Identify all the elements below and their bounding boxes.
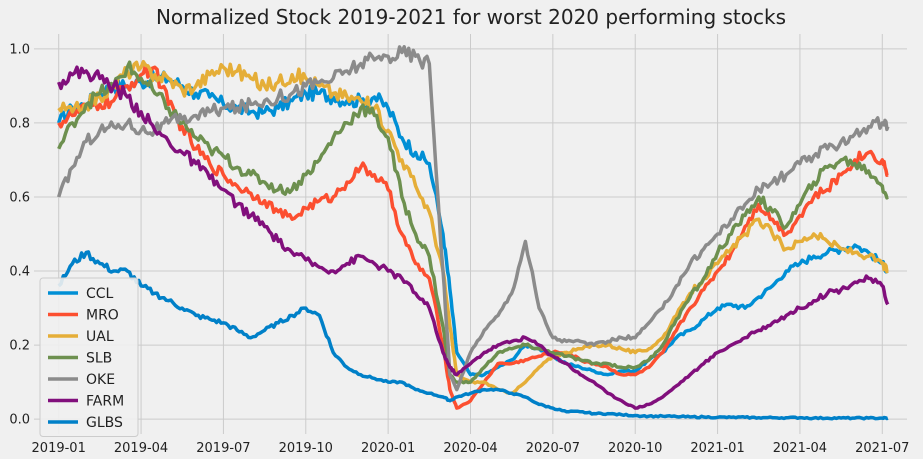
x-tick-label: 2020-07: [526, 441, 580, 456]
x-tick-label: 2021-01: [690, 441, 744, 456]
series-lines: [57, 45, 890, 421]
series-line-mro: [57, 63, 889, 410]
legend-box: [39, 277, 139, 437]
x-tick-label: 2020-10: [608, 441, 662, 456]
series-line-glbs: [57, 250, 889, 421]
series-line-oke: [57, 45, 890, 392]
x-tick-label: 2021-07: [855, 441, 909, 456]
series-line-farm: [57, 65, 890, 410]
x-tick-label: 2019-07: [196, 441, 250, 456]
y-tick-label: 0.2: [9, 339, 30, 354]
x-tick-label: 2020-01: [361, 441, 415, 456]
y-tick-label: 1.0: [9, 42, 30, 57]
x-tick-label: 2021-04: [773, 441, 827, 456]
y-tick-label: 0.6: [9, 190, 30, 205]
x-tick-label: 2019-01: [32, 441, 86, 456]
legend: CCL MRO UAL SLB OKE FARM GLBS: [39, 277, 139, 437]
series-line-ccl: [57, 69, 889, 378]
tick-labels: 2019-01 2019-04 2019-07 2019-10 2020-01 2020-…: [9, 42, 909, 456]
legend-label: SLB: [86, 351, 112, 367]
y-tick-label: 0.8: [9, 116, 30, 131]
legend-label: GLBS: [86, 415, 123, 431]
legend-label: OKE: [86, 372, 115, 388]
y-tick-label: 0.0: [9, 413, 30, 428]
x-tick-label: 2020-04: [443, 441, 497, 456]
x-tick-label: 2019-04: [114, 441, 168, 456]
legend-label: CCL: [86, 286, 114, 302]
series-line-slb: [57, 60, 889, 385]
chart-title: Normalized Stock 2019-2021 for worst 202…: [156, 5, 786, 29]
legend-label: FARM: [86, 394, 124, 410]
y-tick-label: 0.4: [9, 265, 30, 280]
x-tick-label: 2019-10: [279, 441, 333, 456]
legend-label: MRO: [86, 308, 119, 324]
legend-label: UAL: [86, 329, 114, 345]
